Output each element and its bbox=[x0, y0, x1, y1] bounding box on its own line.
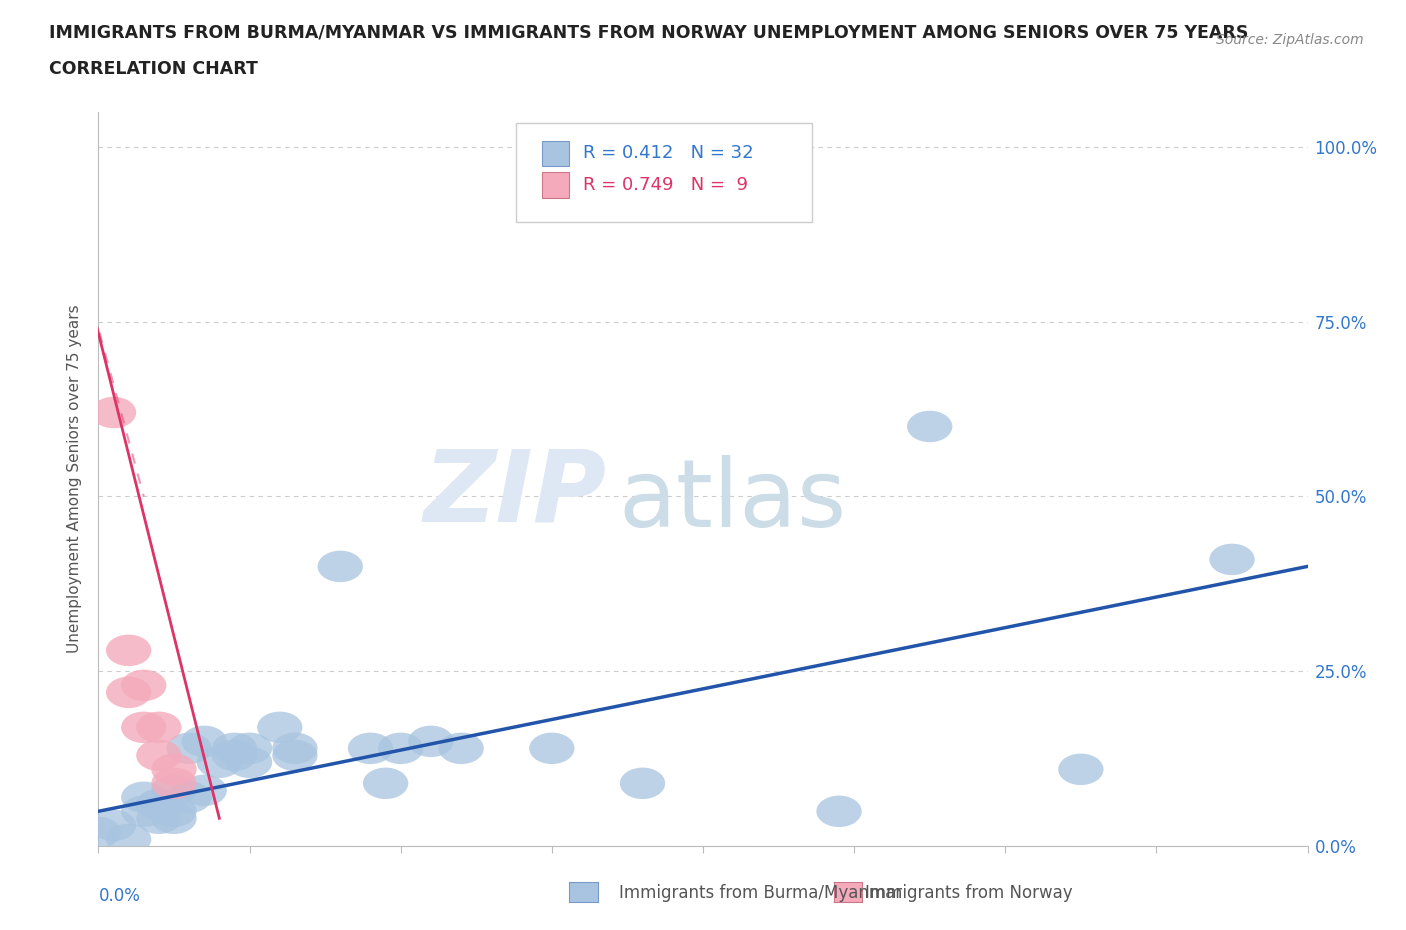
Ellipse shape bbox=[152, 803, 197, 834]
Ellipse shape bbox=[136, 789, 181, 820]
Ellipse shape bbox=[121, 781, 166, 813]
FancyBboxPatch shape bbox=[543, 140, 569, 166]
Ellipse shape bbox=[408, 725, 454, 757]
Ellipse shape bbox=[1209, 544, 1254, 575]
Ellipse shape bbox=[212, 733, 257, 764]
Ellipse shape bbox=[620, 767, 665, 799]
Text: IMMIGRANTS FROM BURMA/MYANMAR VS IMMIGRANTS FROM NORWAY UNEMPLOYMENT AMONG SENIO: IMMIGRANTS FROM BURMA/MYANMAR VS IMMIGRA… bbox=[49, 23, 1249, 41]
Ellipse shape bbox=[273, 733, 318, 764]
Y-axis label: Unemployment Among Seniors over 75 years: Unemployment Among Seniors over 75 years bbox=[67, 305, 83, 653]
Ellipse shape bbox=[121, 711, 166, 743]
Ellipse shape bbox=[136, 711, 181, 743]
Ellipse shape bbox=[197, 747, 242, 778]
FancyBboxPatch shape bbox=[543, 172, 569, 198]
Ellipse shape bbox=[529, 733, 575, 764]
Ellipse shape bbox=[378, 733, 423, 764]
Ellipse shape bbox=[91, 809, 136, 841]
Ellipse shape bbox=[152, 767, 197, 799]
Ellipse shape bbox=[76, 817, 121, 848]
Text: R = 0.412   N = 32: R = 0.412 N = 32 bbox=[583, 144, 754, 163]
Ellipse shape bbox=[105, 634, 152, 666]
Ellipse shape bbox=[226, 733, 273, 764]
Ellipse shape bbox=[136, 803, 181, 834]
Ellipse shape bbox=[212, 739, 257, 771]
Ellipse shape bbox=[166, 733, 212, 764]
Ellipse shape bbox=[817, 795, 862, 827]
Ellipse shape bbox=[318, 551, 363, 582]
Text: Source: ZipAtlas.com: Source: ZipAtlas.com bbox=[1216, 33, 1364, 46]
Ellipse shape bbox=[181, 775, 226, 806]
Ellipse shape bbox=[121, 795, 166, 827]
Ellipse shape bbox=[152, 775, 197, 806]
Ellipse shape bbox=[166, 781, 212, 813]
Text: ZIP: ZIP bbox=[423, 445, 606, 542]
Ellipse shape bbox=[91, 397, 136, 428]
Ellipse shape bbox=[363, 767, 408, 799]
Ellipse shape bbox=[273, 739, 318, 771]
Text: CORRELATION CHART: CORRELATION CHART bbox=[49, 60, 259, 78]
Ellipse shape bbox=[181, 725, 226, 757]
Ellipse shape bbox=[257, 711, 302, 743]
Ellipse shape bbox=[907, 411, 952, 443]
Text: Immigrants from Norway: Immigrants from Norway bbox=[865, 884, 1073, 902]
FancyBboxPatch shape bbox=[516, 123, 811, 222]
Ellipse shape bbox=[121, 670, 166, 701]
Ellipse shape bbox=[152, 753, 197, 785]
Text: R = 0.749   N =  9: R = 0.749 N = 9 bbox=[583, 176, 748, 194]
Ellipse shape bbox=[439, 733, 484, 764]
Ellipse shape bbox=[105, 677, 152, 708]
Text: atlas: atlas bbox=[619, 455, 846, 547]
Text: Immigrants from Burma/Myanmar: Immigrants from Burma/Myanmar bbox=[619, 884, 901, 902]
Text: 0.0%: 0.0% bbox=[98, 886, 141, 905]
Ellipse shape bbox=[105, 824, 152, 855]
Ellipse shape bbox=[152, 795, 197, 827]
Ellipse shape bbox=[347, 733, 394, 764]
Ellipse shape bbox=[226, 747, 273, 778]
Ellipse shape bbox=[1059, 753, 1104, 785]
Ellipse shape bbox=[136, 739, 181, 771]
